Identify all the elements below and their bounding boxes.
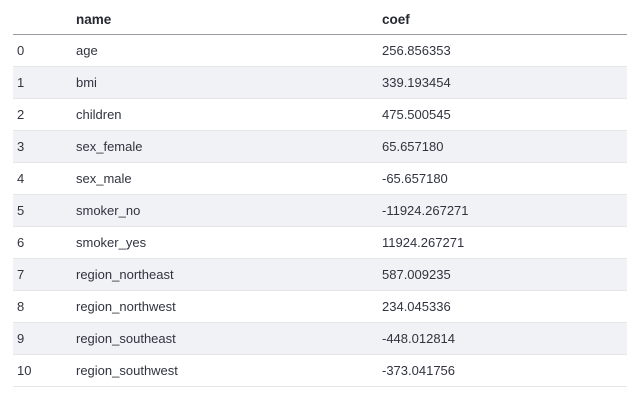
coef-cell[interactable]: -11924.267271 — [382, 194, 627, 227]
table-header: name coef — [13, 4, 627, 35]
name-cell[interactable]: sex_female — [76, 130, 382, 163]
coef-cell[interactable]: 256.856353 — [382, 34, 627, 67]
row-index-cell[interactable]: 4 — [13, 162, 76, 195]
table-row: 2 children 475.500545 — [13, 98, 627, 131]
coef-column-header[interactable]: coef — [382, 4, 627, 35]
table-row: 3 sex_female 65.657180 — [13, 130, 627, 163]
name-cell[interactable]: smoker_yes — [76, 226, 382, 259]
name-cell[interactable]: age — [76, 34, 382, 67]
name-cell[interactable]: children — [76, 98, 382, 131]
coef-cell[interactable]: 587.009235 — [382, 258, 627, 291]
row-index-cell[interactable]: 8 — [13, 290, 76, 323]
coef-cell[interactable]: 65.657180 — [382, 130, 627, 163]
coef-cell[interactable]: -373.041756 — [382, 354, 627, 387]
name-cell[interactable]: bmi — [76, 66, 382, 99]
coef-cell[interactable]: 11924.267271 — [382, 226, 627, 259]
name-cell[interactable]: smoker_no — [76, 194, 382, 227]
coef-cell[interactable]: 234.045336 — [382, 290, 627, 323]
row-index-cell[interactable]: 5 — [13, 194, 76, 227]
row-index-cell[interactable]: 7 — [13, 258, 76, 291]
coef-cell[interactable]: -65.657180 — [382, 162, 627, 195]
table-row: 7 region_northeast 587.009235 — [13, 258, 627, 291]
name-cell[interactable]: region_southeast — [76, 322, 382, 355]
table-row: 8 region_northwest 234.045336 — [13, 290, 627, 323]
row-index-cell[interactable]: 3 — [13, 130, 76, 163]
table-body: 0 age 256.856353 1 bmi 339.193454 2 chil… — [13, 34, 627, 387]
coefficients-table: name coef 0 age 256.856353 1 bmi 339.193… — [13, 4, 627, 387]
row-index-cell[interactable]: 9 — [13, 322, 76, 355]
table-row: 0 age 256.856353 — [13, 34, 627, 67]
header-row: name coef — [13, 4, 627, 35]
index-column-header[interactable] — [13, 4, 76, 35]
row-index-cell[interactable]: 6 — [13, 226, 76, 259]
table-row: 6 smoker_yes 11924.267271 — [13, 226, 627, 259]
name-cell[interactable]: sex_male — [76, 162, 382, 195]
coef-cell[interactable]: -448.012814 — [382, 322, 627, 355]
row-index-cell[interactable]: 10 — [13, 354, 76, 387]
table-row: 10 region_southwest -373.041756 — [13, 354, 627, 387]
table-row: 1 bmi 339.193454 — [13, 66, 627, 99]
row-index-cell[interactable]: 0 — [13, 34, 76, 67]
name-cell[interactable]: region_northwest — [76, 290, 382, 323]
name-column-header[interactable]: name — [76, 4, 382, 35]
name-cell[interactable]: region_northeast — [76, 258, 382, 291]
dataframe-table-container: name coef 0 age 256.856353 1 bmi 339.193… — [13, 4, 627, 387]
table-row: 4 sex_male -65.657180 — [13, 162, 627, 195]
table-row: 9 region_southeast -448.012814 — [13, 322, 627, 355]
coef-cell[interactable]: 339.193454 — [382, 66, 627, 99]
coef-cell[interactable]: 475.500545 — [382, 98, 627, 131]
table-row: 5 smoker_no -11924.267271 — [13, 194, 627, 227]
row-index-cell[interactable]: 1 — [13, 66, 76, 99]
row-index-cell[interactable]: 2 — [13, 98, 76, 131]
name-cell[interactable]: region_southwest — [76, 354, 382, 387]
